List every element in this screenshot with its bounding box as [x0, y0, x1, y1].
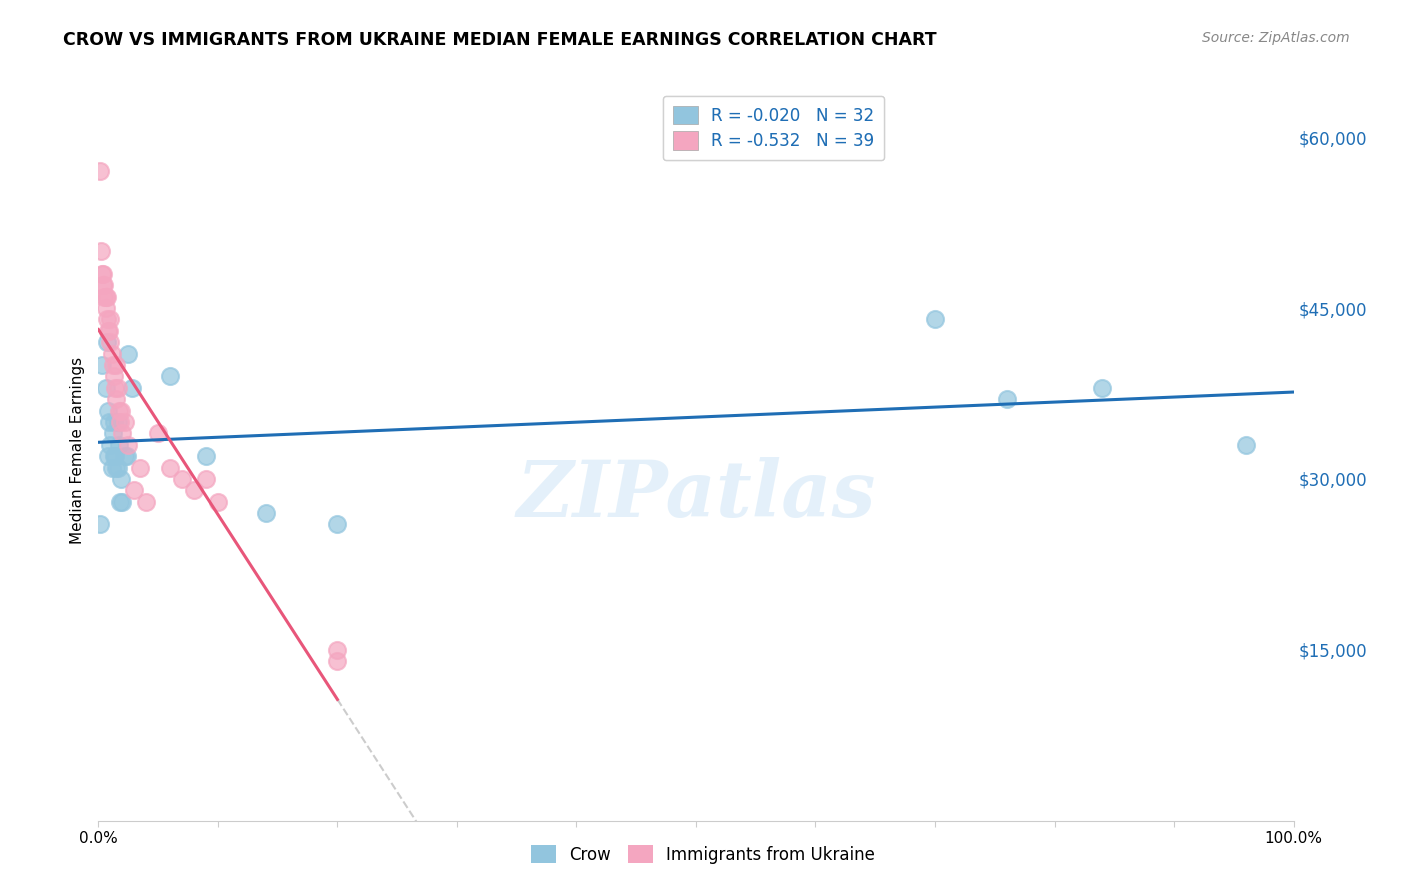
Point: [96, 335, 118, 350]
Point: [103, 415, 125, 429]
Point: [326, 642, 349, 657]
Point: [105, 460, 128, 475]
Point: [104, 449, 127, 463]
Point: [107, 438, 129, 452]
Point: [159, 460, 181, 475]
Point: [1091, 381, 1114, 395]
Point: [98, 335, 122, 350]
Point: [254, 506, 277, 520]
Point: [111, 426, 134, 441]
Point: [195, 472, 218, 486]
Point: [183, 483, 205, 498]
Point: [129, 460, 152, 475]
Point: [91, 267, 114, 281]
Legend: R = -0.020   N = 32, R = -0.532   N = 39: R = -0.020 N = 32, R = -0.532 N = 39: [662, 96, 884, 160]
Point: [97, 324, 120, 338]
Point: [96, 290, 118, 304]
Point: [105, 392, 128, 407]
Point: [924, 312, 946, 326]
Point: [98, 415, 121, 429]
Point: [105, 358, 128, 372]
Point: [107, 403, 129, 417]
Point: [96, 312, 118, 326]
Point: [1234, 438, 1257, 452]
Point: [91, 358, 114, 372]
Point: [94, 290, 117, 304]
Point: [207, 494, 229, 508]
Point: [101, 358, 124, 372]
Point: [100, 346, 122, 360]
Point: [148, 426, 170, 441]
Point: [91, 278, 114, 293]
Point: [108, 494, 131, 508]
Point: [107, 415, 129, 429]
Point: [104, 381, 127, 395]
Point: [326, 517, 349, 532]
Point: [121, 381, 143, 395]
Legend: Crow, Immigrants from Ukraine: Crow, Immigrants from Ukraine: [524, 838, 882, 871]
Point: [98, 324, 121, 338]
Point: [97, 403, 120, 417]
Point: [90, 244, 112, 259]
Text: Source: ZipAtlas.com: Source: ZipAtlas.com: [1202, 31, 1350, 45]
Point: [107, 381, 129, 395]
Point: [124, 483, 146, 498]
Point: [94, 301, 117, 315]
Point: [114, 449, 136, 463]
Point: [172, 472, 194, 486]
Point: [103, 369, 125, 384]
Point: [111, 494, 134, 508]
Point: [89, 517, 111, 532]
Text: CROW VS IMMIGRANTS FROM UKRAINE MEDIAN FEMALE EARNINGS CORRELATION CHART: CROW VS IMMIGRANTS FROM UKRAINE MEDIAN F…: [63, 31, 936, 49]
Text: ZIPatlas: ZIPatlas: [516, 457, 876, 533]
Point: [108, 415, 131, 429]
Point: [110, 403, 132, 417]
Point: [98, 438, 122, 452]
Point: [93, 290, 115, 304]
Point: [326, 654, 349, 668]
Point: [98, 312, 122, 326]
Point: [91, 267, 114, 281]
Point: [107, 460, 129, 475]
Point: [117, 438, 139, 452]
Point: [89, 164, 111, 178]
Point: [135, 494, 157, 508]
Point: [115, 449, 138, 463]
Point: [117, 346, 139, 360]
Point: [114, 415, 136, 429]
Y-axis label: Median Female Earnings: Median Female Earnings: [69, 357, 84, 544]
Point: [159, 369, 181, 384]
Point: [195, 449, 218, 463]
Point: [93, 278, 115, 293]
Point: [103, 449, 125, 463]
Point: [995, 392, 1018, 407]
Point: [110, 472, 132, 486]
Point: [100, 460, 122, 475]
Point: [94, 381, 117, 395]
Point: [101, 426, 124, 441]
Point: [97, 449, 120, 463]
